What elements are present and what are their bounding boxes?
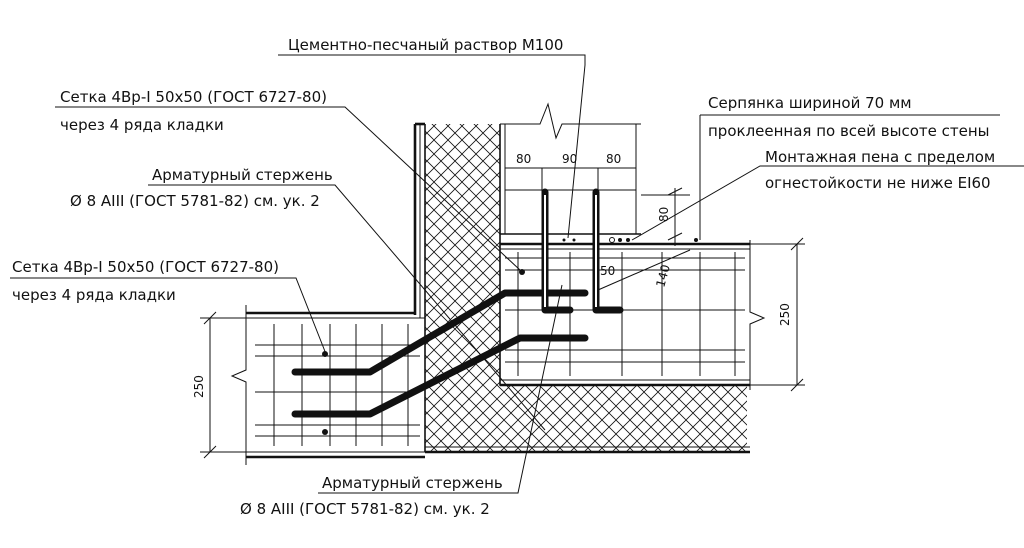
- left-mesh-grid: [255, 324, 420, 446]
- label-serpyanka-2: проклеенная по всей высоте стены: [708, 122, 990, 140]
- leader-mortar: [278, 54, 586, 239]
- leader-rebar-top: [148, 184, 546, 431]
- top-break-line: [500, 102, 641, 140]
- leader-mesh-left: [10, 277, 327, 355]
- dim-text-140: 140: [653, 263, 672, 289]
- leader-mesh-top: [55, 106, 521, 271]
- rebar-lower: [291, 334, 589, 418]
- hatched-wall: [424, 124, 750, 454]
- right-partition: [500, 240, 766, 390]
- leader-lines: [10, 54, 1024, 494]
- label-rebar-top-1: Арматурный стержень: [152, 166, 333, 184]
- label-serpyanka-1: Серпянка шириной 70 мм: [708, 94, 912, 112]
- label-rebar-top-2: Ø 8 АIII (ГОСТ 5781-82) см. ук. 2: [70, 192, 320, 210]
- hatched-wall-inner-edge: [499, 124, 747, 386]
- dim-text-80v: 80: [657, 207, 671, 222]
- dimension-lines: [200, 167, 805, 459]
- right-break-line: [749, 240, 766, 390]
- left-mesh-node-2: [322, 429, 328, 435]
- left-partition: [230, 305, 425, 465]
- label-rebar-bottom-2: Ø 8 АIII (ГОСТ 5781-82) см. ук. 2: [240, 500, 490, 518]
- left-mesh-node: [322, 351, 328, 357]
- rebar-hook-right: [592, 188, 624, 314]
- vertical-hatched-column: [425, 124, 747, 452]
- label-mesh-top-2: через 4 ряда кладки: [60, 116, 224, 134]
- leader-rebar-bottom: [318, 284, 563, 494]
- rebar-hook-inner-lines: [544, 195, 597, 307]
- right-mesh-node: [519, 269, 525, 275]
- label-rebar-bottom-1: Арматурный стержень: [322, 474, 503, 492]
- dim-text-250-right: 250: [778, 303, 792, 326]
- dim-text-80b: 80: [606, 152, 621, 166]
- label-mesh-left-1: Сетка 4Вр-I 50х50 (ГОСТ 6727-80): [12, 258, 279, 276]
- label-foam-2: огнестойкости не ниже EI60: [765, 174, 991, 192]
- dim-text-90: 90: [562, 152, 577, 166]
- leader-foam: [631, 165, 1024, 241]
- label-foam-1: Монтажная пена с пределом: [765, 148, 995, 166]
- dim-text-250-left: 250: [192, 375, 206, 398]
- right-mesh-grid: [505, 252, 745, 376]
- dim-140-leader: [597, 249, 691, 291]
- left-break-line: [230, 305, 247, 465]
- dim-text-80a: 80: [516, 152, 531, 166]
- dim-text-50: 50: [600, 264, 615, 278]
- label-mesh-top-1: Сетка 4Вр-I 50х50 (ГОСТ 6727-80): [60, 88, 327, 106]
- label-mesh-left-2: через 4 ряда кладки: [12, 286, 176, 304]
- label-mortar: Цементно-песчаный раствор М100: [288, 36, 563, 54]
- mortar-dots: [562, 237, 698, 243]
